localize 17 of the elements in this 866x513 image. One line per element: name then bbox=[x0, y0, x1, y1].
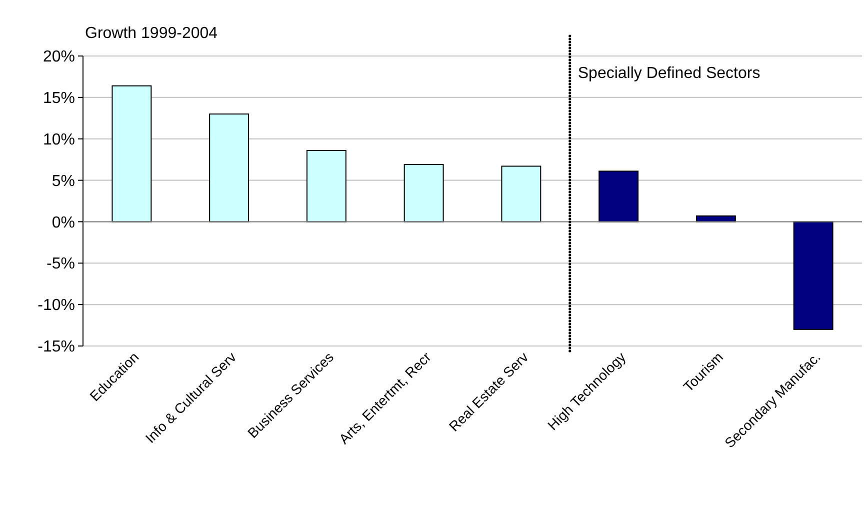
y-tick-label: 5% bbox=[52, 172, 75, 190]
y-tick-label: 10% bbox=[42, 131, 75, 148]
bar bbox=[793, 221, 834, 330]
y-tick-label: 20% bbox=[42, 48, 75, 66]
bar bbox=[598, 170, 639, 222]
y-tick-label: -15% bbox=[38, 338, 75, 356]
chart-title: Growth 1999-2004 bbox=[85, 25, 218, 42]
bar bbox=[404, 164, 444, 222]
y-tick-label: 15% bbox=[42, 90, 75, 108]
bar bbox=[112, 85, 152, 222]
y-tick-label: -5% bbox=[46, 256, 75, 273]
bar bbox=[306, 150, 346, 222]
y-tick-label: -10% bbox=[38, 297, 75, 314]
bar bbox=[209, 114, 250, 222]
annotation: Specially Defined Sectors bbox=[578, 65, 760, 82]
bar bbox=[501, 166, 542, 222]
y-tick-label: 0% bbox=[52, 214, 75, 232]
